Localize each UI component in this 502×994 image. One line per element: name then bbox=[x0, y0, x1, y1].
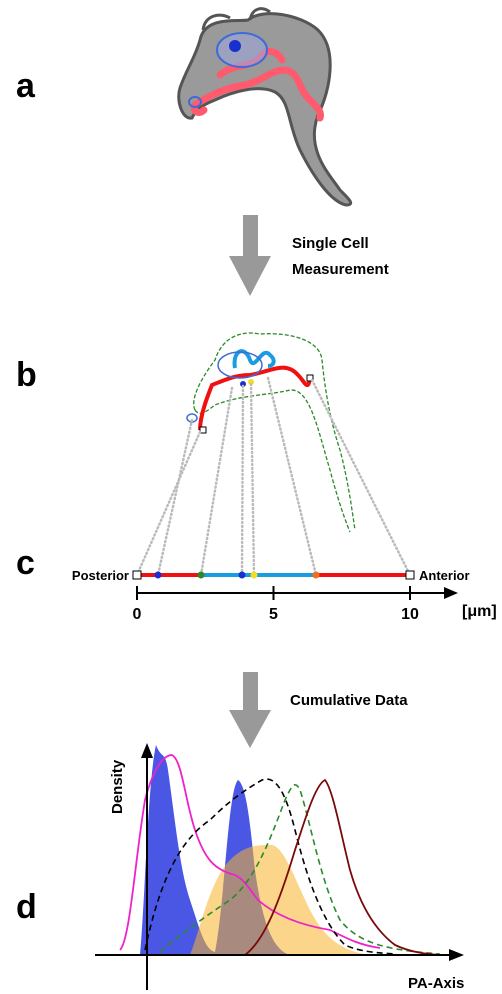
end-label: Posterior bbox=[72, 568, 129, 583]
density-plot bbox=[119, 745, 441, 956]
panel-label: b bbox=[16, 356, 37, 394]
panel-label: c bbox=[16, 544, 35, 582]
tick-label: 10 bbox=[401, 606, 419, 623]
tick-label: 5 bbox=[269, 606, 278, 623]
process-arrow bbox=[229, 672, 271, 748]
process-arrow bbox=[229, 215, 271, 296]
linear-profile bbox=[132, 570, 415, 580]
tick-label: 0 bbox=[133, 606, 142, 623]
end-label: Anterior bbox=[419, 568, 470, 583]
axis-arrow bbox=[444, 587, 458, 599]
panel-label: d bbox=[16, 888, 37, 926]
panel-label: a bbox=[16, 67, 36, 105]
axis-arrow bbox=[449, 949, 464, 961]
step-label: Measurement bbox=[292, 261, 389, 278]
cell-trace bbox=[186, 332, 356, 533]
unit-label: [μm] bbox=[462, 603, 497, 620]
projection-lines bbox=[135, 376, 412, 577]
x-axis-label: PA-Axis bbox=[408, 975, 464, 992]
scale-ticks: 0 5 10 bbox=[133, 586, 419, 623]
cell-illustration bbox=[177, 7, 353, 207]
axis-arrow bbox=[141, 743, 153, 758]
step-label: Cumulative Data bbox=[290, 692, 408, 709]
step-label: Single Cell bbox=[292, 235, 369, 252]
y-axis-label: Density bbox=[109, 759, 126, 814]
